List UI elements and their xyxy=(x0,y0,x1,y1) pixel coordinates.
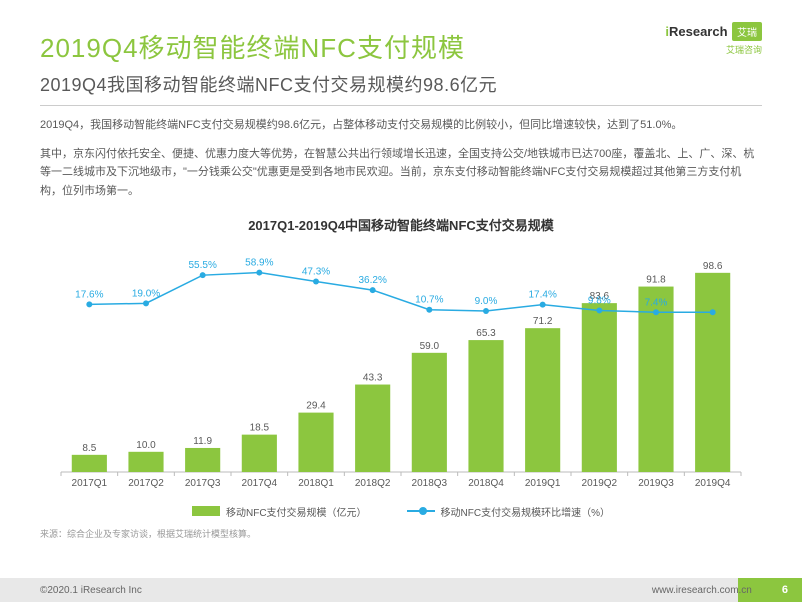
footer-right: www.iresearch.com.cn xyxy=(652,585,752,596)
page-subtitle: 2019Q4我国移动智能终端NFC支付交易规模约98.6亿元 xyxy=(40,71,762,97)
svg-text:9.8%: 9.8% xyxy=(588,295,611,306)
svg-text:2017Q2: 2017Q2 xyxy=(128,478,164,489)
source-text: 来源：综合企业及专家访谈，根据艾瑞统计模型核算。 xyxy=(40,527,762,540)
svg-text:10.7%: 10.7% xyxy=(415,294,443,305)
legend-line-label: 移动NFC支付交易规模环比增速（%） xyxy=(441,504,610,519)
svg-text:2018Q3: 2018Q3 xyxy=(412,478,448,489)
svg-text:2017Q4: 2017Q4 xyxy=(242,478,278,489)
svg-text:58.9%: 58.9% xyxy=(245,257,273,268)
svg-text:2019Q2: 2019Q2 xyxy=(582,478,618,489)
legend-bar-swatch xyxy=(192,506,220,516)
logo-text: iResearch xyxy=(665,24,727,39)
svg-text:36.2%: 36.2% xyxy=(358,275,386,286)
svg-text:71.2: 71.2 xyxy=(533,316,553,327)
svg-text:2019Q4: 2019Q4 xyxy=(695,478,731,489)
logo: iResearch 艾瑞 艾瑞咨询 xyxy=(665,22,762,56)
svg-text:2019Q3: 2019Q3 xyxy=(638,478,674,489)
svg-text:7.4%: 7.4% xyxy=(645,297,668,308)
svg-text:55.5%: 55.5% xyxy=(188,260,216,271)
svg-text:91.8: 91.8 xyxy=(646,274,666,285)
chart-svg: 8.5 2017Q1 10.0 2017Q2 11.9 2017Q3 18.5 2017Q4 2… xyxy=(41,240,761,500)
svg-text:9.0%: 9.0% xyxy=(475,296,498,307)
svg-text:2017Q3: 2017Q3 xyxy=(185,478,221,489)
slide: iResearch 艾瑞 艾瑞咨询 2019Q4移动智能终端NFC支付规模 20… xyxy=(0,0,802,602)
svg-text:65.3: 65.3 xyxy=(476,328,496,339)
paragraph-1: 2019Q4，我国移动智能终端NFC支付交易规模约98.6亿元，占整体移动支付交… xyxy=(40,116,762,135)
logo-sub: 艾瑞咨询 xyxy=(665,43,762,56)
svg-text:2018Q1: 2018Q1 xyxy=(298,478,334,489)
svg-text:11.9: 11.9 xyxy=(193,436,212,447)
legend-bar-label: 移动NFC支付交易规模（亿元） xyxy=(226,504,367,519)
svg-text:47.3%: 47.3% xyxy=(302,266,330,277)
logo-badge: 艾瑞 xyxy=(732,22,762,41)
paragraph-2: 其中，京东闪付依托安全、便捷、优惠力度大等优势，在智慧公共出行领域增长迅速，全国… xyxy=(40,145,762,201)
svg-text:8.5: 8.5 xyxy=(82,443,96,454)
page-number: 6 xyxy=(782,584,788,596)
svg-text:19.0%: 19.0% xyxy=(132,288,160,299)
svg-text:2017Q1: 2017Q1 xyxy=(72,478,108,489)
svg-text:2019Q1: 2019Q1 xyxy=(525,478,561,489)
svg-text:10.0: 10.0 xyxy=(136,440,156,451)
legend-bar-item: 移动NFC支付交易规模（亿元） xyxy=(192,504,367,519)
legend-line-item: 移动NFC支付交易规模环比增速（%） xyxy=(407,504,610,519)
divider xyxy=(40,105,762,106)
svg-text:29.4: 29.4 xyxy=(306,400,326,411)
footer: ©2020.1 iResearch Inc www.iresearch.com.… xyxy=(0,578,802,602)
svg-text:17.6%: 17.6% xyxy=(75,289,103,300)
page-title: 2019Q4移动智能终端NFC支付规模 xyxy=(40,28,762,65)
chart-title: 2017Q1-2019Q4中国移动智能终端NFC支付交易规模 xyxy=(40,215,762,234)
svg-text:17.4%: 17.4% xyxy=(528,289,556,300)
legend: 移动NFC支付交易规模（亿元） 移动NFC支付交易规模环比增速（%） xyxy=(40,504,762,519)
legend-line-swatch xyxy=(407,510,435,512)
svg-text:18.5: 18.5 xyxy=(250,422,270,433)
svg-text:59.0: 59.0 xyxy=(420,341,440,352)
svg-text:98.6: 98.6 xyxy=(703,261,723,272)
footer-left: ©2020.1 iResearch Inc xyxy=(40,585,142,596)
svg-text:43.3: 43.3 xyxy=(363,372,383,383)
chart: 8.5 2017Q1 10.0 2017Q2 11.9 2017Q3 18.5 2017Q4 2… xyxy=(41,240,761,500)
svg-text:2018Q2: 2018Q2 xyxy=(355,478,391,489)
svg-text:2018Q4: 2018Q4 xyxy=(468,478,504,489)
